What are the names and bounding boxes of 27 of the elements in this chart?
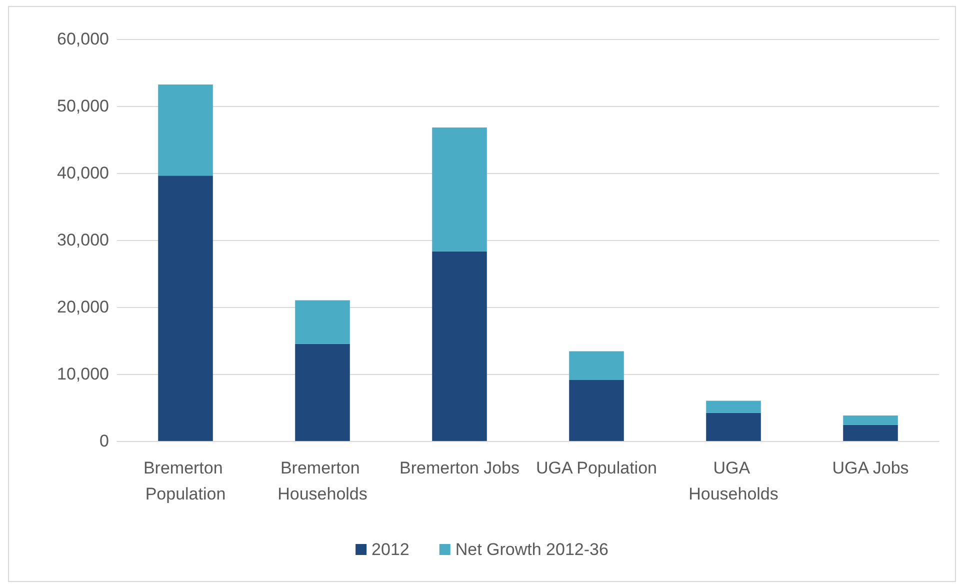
y-tick-label: 40,000 — [57, 164, 109, 182]
bar — [158, 84, 213, 176]
x-tick-label: UGA Households — [688, 458, 778, 504]
bar — [432, 127, 487, 252]
bar — [706, 412, 761, 441]
legend-label: 2012 — [372, 540, 410, 559]
bar — [432, 251, 487, 441]
x-tick-label: UGA Population — [536, 458, 657, 478]
bar — [295, 300, 350, 344]
bar — [569, 380, 624, 441]
bar — [843, 416, 898, 425]
bar — [295, 344, 350, 441]
legend-label: Net Growth 2012-36 — [455, 540, 608, 559]
bar — [569, 351, 624, 380]
y-tick-label: 50,000 — [57, 96, 109, 116]
y-tick-label: 30,000 — [57, 230, 109, 250]
bar — [843, 424, 898, 441]
x-tick-label: UGA Jobs — [832, 458, 909, 478]
y-tick-label: 20,000 — [57, 298, 109, 316]
x-tick-label: Bremerton Households — [278, 458, 368, 504]
x-tick-label: Bremerton Jobs — [400, 458, 520, 478]
y-tick-label: 10,000 — [57, 364, 109, 384]
y-tick-label: 60,000 — [57, 30, 109, 48]
bar — [158, 176, 213, 441]
bar — [706, 400, 761, 413]
y-tick-label: 0 — [100, 432, 109, 450]
x-tick-label: Bremerton Population — [143, 458, 228, 504]
